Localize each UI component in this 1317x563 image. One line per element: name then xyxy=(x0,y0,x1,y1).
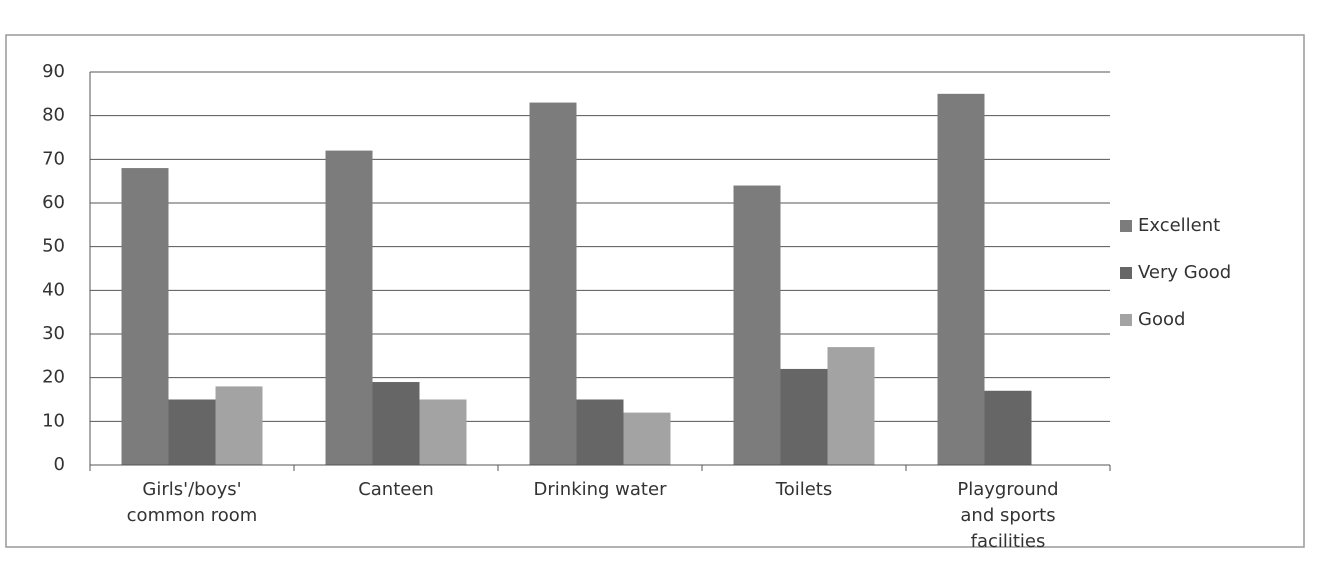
bar xyxy=(780,368,828,465)
y-tick-label: 70 xyxy=(42,148,65,169)
bar xyxy=(937,93,985,465)
legend-label: Good xyxy=(1138,309,1185,330)
y-tick-label: 0 xyxy=(54,454,65,475)
bar xyxy=(827,347,875,465)
bar xyxy=(121,168,169,466)
bar xyxy=(168,399,216,465)
bar xyxy=(733,185,781,466)
y-tick-label: 60 xyxy=(42,192,65,213)
bar xyxy=(576,399,624,465)
bar xyxy=(529,102,577,466)
bar xyxy=(325,150,373,465)
x-tick-label: Playground and sports facilities xyxy=(957,479,1059,552)
y-tick-label: 50 xyxy=(42,236,65,257)
legend-swatch xyxy=(1120,220,1132,232)
y-tick-label: 10 xyxy=(42,410,65,431)
bar xyxy=(215,386,263,465)
chart-border xyxy=(5,34,1305,548)
x-tick-label: Toilets xyxy=(775,479,833,500)
bar xyxy=(623,412,671,465)
legend-swatch xyxy=(1120,314,1132,326)
y-tick-label: 30 xyxy=(42,323,65,344)
bar xyxy=(372,382,420,465)
x-tick-label: Drinking water xyxy=(533,479,667,500)
y-tick-label: 40 xyxy=(42,279,65,300)
legend-label: Very Good xyxy=(1138,262,1231,283)
legend-swatch xyxy=(1120,267,1132,279)
bar xyxy=(984,390,1032,465)
x-tick-label: Canteen xyxy=(358,479,434,500)
x-tick-label: Girls'/boys' common room xyxy=(126,479,258,526)
y-tick-label: 90 xyxy=(42,61,65,82)
y-tick-label: 20 xyxy=(42,367,65,388)
legend-label: Excellent xyxy=(1138,215,1220,236)
y-tick-label: 80 xyxy=(42,105,65,126)
bar xyxy=(419,399,467,465)
